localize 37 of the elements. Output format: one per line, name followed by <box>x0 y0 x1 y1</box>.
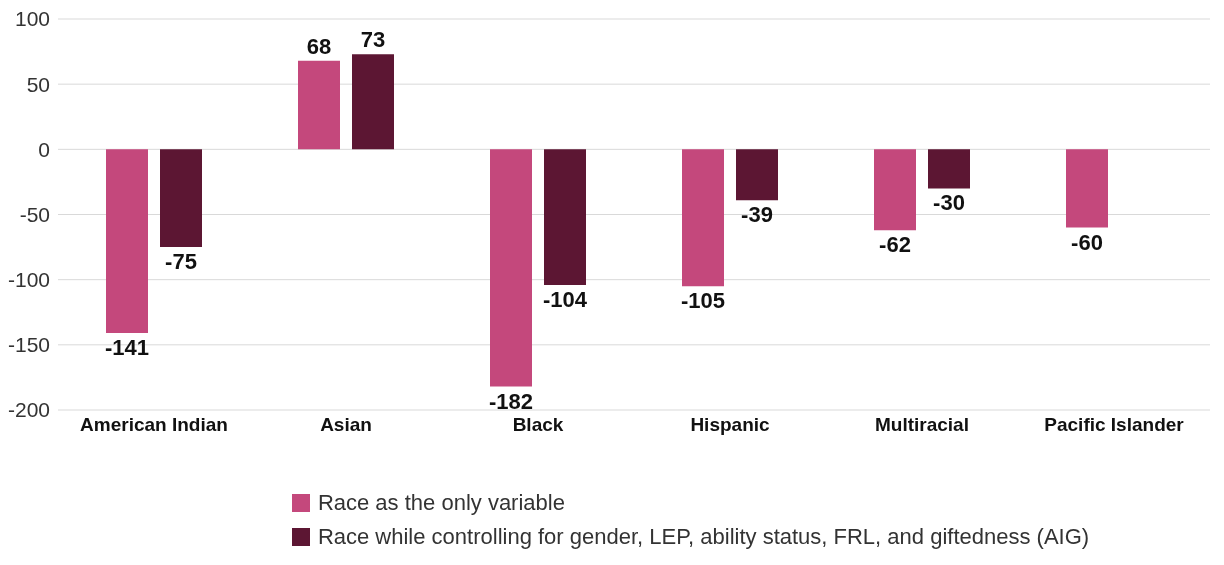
bar <box>298 60 340 150</box>
x-tick-label: Hispanic <box>690 414 771 436</box>
legend-label: Race while controlling for gender, LEP, ability status, FRL, and giftedness (AIG) <box>317 524 1090 550</box>
bar <box>874 149 916 231</box>
data-label: 73 <box>360 27 386 53</box>
y-tick-label: -200 <box>7 398 50 422</box>
bar <box>106 149 148 334</box>
legend-label: Race as the only variable <box>317 490 565 516</box>
x-tick-label: Black <box>512 414 564 436</box>
bar <box>160 149 202 248</box>
bar <box>928 149 970 189</box>
x-tick-label: American Indian <box>80 414 228 436</box>
y-tick-label: 0 <box>38 137 50 161</box>
bar <box>736 149 778 201</box>
data-label: -141 <box>104 335 150 361</box>
data-label: -105 <box>680 288 726 314</box>
data-label: -62 <box>879 232 911 258</box>
data-label: -30 <box>933 190 965 216</box>
y-tick-label: 50 <box>26 72 50 96</box>
data-label: -75 <box>165 249 197 275</box>
data-label: -182 <box>488 388 534 414</box>
bar <box>490 149 532 387</box>
data-label: -104 <box>542 286 588 312</box>
x-tick-label: Asian <box>320 414 372 436</box>
y-tick-label: -50 <box>19 202 50 226</box>
bar <box>544 149 586 285</box>
x-tick-label: Multiracial <box>875 414 969 436</box>
y-tick-label: 100 <box>14 7 50 31</box>
x-tick-label: Pacific Islander <box>1044 414 1185 436</box>
data-label: -39 <box>741 202 773 228</box>
bar <box>1066 149 1108 228</box>
data-label: 68 <box>306 33 332 59</box>
y-tick-label: -150 <box>7 333 50 357</box>
y-tick-label: -100 <box>7 268 50 292</box>
data-label: -60 <box>1071 229 1103 255</box>
bar <box>352 54 394 150</box>
bar <box>682 149 724 287</box>
